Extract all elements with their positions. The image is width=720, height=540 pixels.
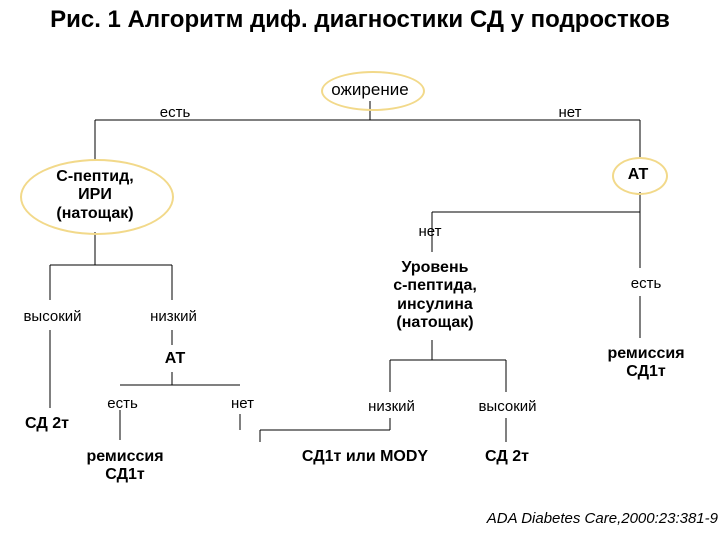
edge-label-low1: низкий xyxy=(136,308,211,325)
edge-label-low2: низкий xyxy=(354,398,429,415)
node-at-right: АТ xyxy=(618,166,658,184)
edge-label-yes1: есть xyxy=(145,104,205,121)
edge-label-no3: нет xyxy=(215,395,270,412)
node-at-mid: АТ xyxy=(155,350,195,368)
node-sd2t-left: СД 2т xyxy=(12,415,82,433)
node-level: Уровень с-пептида, инсулина (натощак) xyxy=(375,259,495,333)
node-remission-right: ремиссия СД1т xyxy=(596,345,696,382)
edge-label-yes2: есть xyxy=(616,275,676,292)
edge-label-high2: высокий xyxy=(465,398,550,415)
node-sd2t-right: СД 2т xyxy=(472,448,542,466)
diagram-stage: Рис. 1 Алгоритм диф. диагностики СД у по… xyxy=(0,0,720,540)
citation: ADA Diabetes Care,2000:23:381-9 xyxy=(478,510,718,527)
edge-label-no1: нет xyxy=(540,104,600,121)
edge-label-no2: нет xyxy=(400,223,460,240)
node-root: ожирение xyxy=(325,80,415,100)
node-mody: СД1т или MODY xyxy=(280,448,450,466)
edge-label-yes3: есть xyxy=(95,395,150,412)
page-title: Рис. 1 Алгоритм диф. диагностики СД у по… xyxy=(0,6,720,34)
node-remission-left: ремиссия СД1т xyxy=(75,448,175,485)
edge-label-high1: высокий xyxy=(10,308,95,325)
node-cpeptide: С-пептид, ИРИ (натощак) xyxy=(30,168,160,223)
